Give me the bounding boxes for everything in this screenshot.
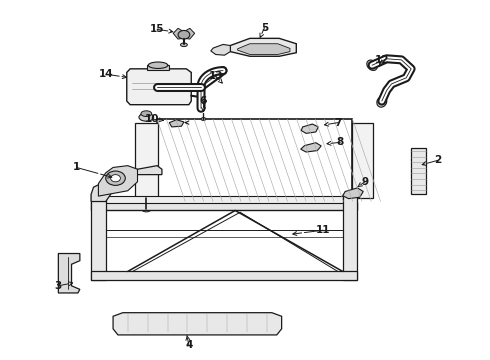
Polygon shape bbox=[98, 196, 352, 203]
Ellipse shape bbox=[377, 96, 387, 107]
Text: 15: 15 bbox=[150, 24, 164, 35]
Ellipse shape bbox=[148, 62, 168, 68]
Text: 13: 13 bbox=[208, 71, 223, 81]
Polygon shape bbox=[91, 271, 357, 280]
Ellipse shape bbox=[180, 43, 187, 46]
Polygon shape bbox=[147, 65, 169, 69]
Polygon shape bbox=[343, 188, 363, 199]
Polygon shape bbox=[91, 202, 357, 211]
Circle shape bbox=[106, 171, 125, 185]
Polygon shape bbox=[91, 166, 162, 202]
Polygon shape bbox=[113, 313, 282, 335]
Polygon shape bbox=[135, 123, 158, 198]
Polygon shape bbox=[58, 253, 80, 293]
Text: 11: 11 bbox=[316, 225, 330, 235]
Polygon shape bbox=[411, 148, 426, 194]
Polygon shape bbox=[301, 124, 319, 134]
Text: 3: 3 bbox=[55, 281, 62, 291]
Polygon shape bbox=[127, 69, 191, 105]
Polygon shape bbox=[91, 194, 106, 280]
Text: 4: 4 bbox=[185, 340, 193, 350]
Ellipse shape bbox=[201, 118, 206, 121]
Polygon shape bbox=[230, 39, 296, 56]
Circle shape bbox=[111, 175, 121, 182]
Text: 7: 7 bbox=[334, 118, 342, 128]
Bar bbox=[157, 119, 352, 202]
Text: 12: 12 bbox=[374, 55, 389, 65]
Polygon shape bbox=[169, 120, 184, 127]
Polygon shape bbox=[238, 44, 290, 54]
Text: 1: 1 bbox=[73, 162, 80, 172]
Ellipse shape bbox=[142, 207, 151, 212]
Polygon shape bbox=[343, 194, 357, 280]
Text: 8: 8 bbox=[337, 138, 344, 147]
Text: 10: 10 bbox=[145, 114, 159, 124]
Ellipse shape bbox=[141, 111, 152, 117]
Polygon shape bbox=[173, 28, 183, 39]
Polygon shape bbox=[351, 123, 373, 198]
Polygon shape bbox=[185, 28, 195, 39]
Circle shape bbox=[178, 31, 190, 39]
Polygon shape bbox=[211, 44, 230, 55]
Text: 2: 2 bbox=[434, 155, 441, 165]
Text: 9: 9 bbox=[361, 177, 368, 187]
Text: 5: 5 bbox=[261, 23, 268, 33]
Polygon shape bbox=[301, 143, 321, 152]
Polygon shape bbox=[98, 166, 138, 196]
Ellipse shape bbox=[139, 113, 154, 121]
Ellipse shape bbox=[367, 60, 377, 71]
Text: 6: 6 bbox=[200, 96, 207, 106]
Text: 14: 14 bbox=[98, 69, 113, 79]
